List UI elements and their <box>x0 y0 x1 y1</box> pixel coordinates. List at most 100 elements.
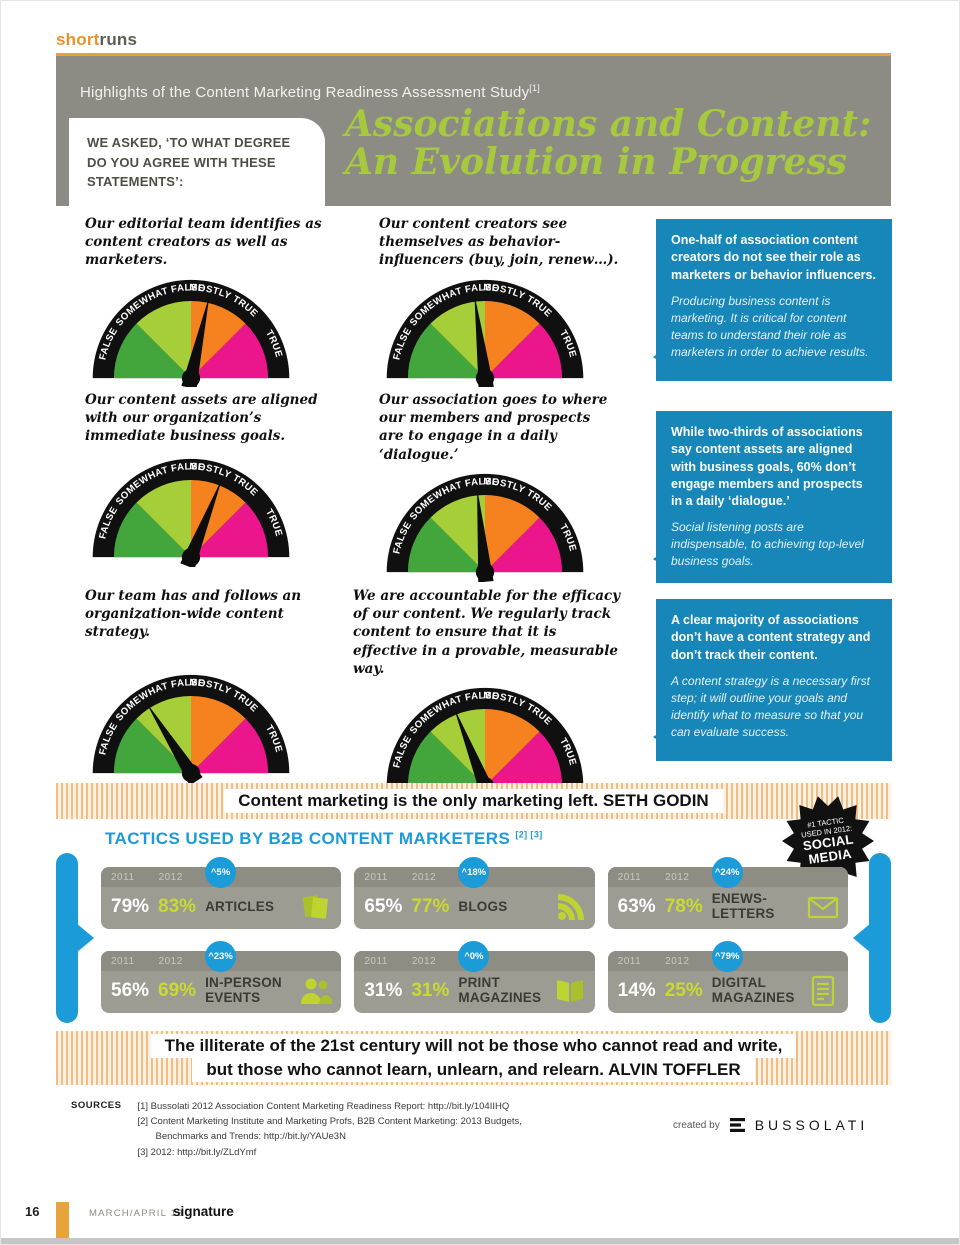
kicker: Highlights of the Content Marketing Read… <box>80 83 540 101</box>
sources-block: SOURCES [1] Bussolati 2012 Association C… <box>71 1099 522 1160</box>
callout-2: While two-thirds of associations say con… <box>653 411 892 584</box>
tactic-stat-card-2: 2011 2012 65% 77% BLOGS ^18% <box>354 857 595 929</box>
change-badge: ^24% <box>711 857 743 888</box>
value-2012: 78% <box>664 896 703 917</box>
tactic-label: ARTICLES <box>205 898 275 914</box>
gauge-needle <box>180 478 223 567</box>
value-2011: 31% <box>364 980 403 1001</box>
page-title-line2: An Evolution in Progress <box>345 141 847 184</box>
created-by-label: created by <box>673 1119 720 1131</box>
masthead-short: short <box>56 30 100 49</box>
people-icon <box>299 974 333 1008</box>
source-line-1: [1] Bussolati 2012 Association Content M… <box>137 1101 510 1112</box>
year-2011-label: 2011 <box>111 955 135 967</box>
gauge-statement: Our content assets are aligned with our … <box>85 392 318 445</box>
tactic-label: IN-PERSON EVENTS <box>205 975 282 1005</box>
kicker-text: Highlights of the Content Marketing Read… <box>80 84 530 101</box>
quote-1-attribution: SETH GODIN <box>602 790 709 810</box>
question-box: WE ASKED, ‘TO WHAT DEGREE DO YOU AGREE W… <box>69 118 325 206</box>
gauge-statement: Our content creators see themselves as b… <box>379 216 619 269</box>
callout-2-body: Social listening posts are indispensable… <box>671 520 864 569</box>
stat-body: 31% 31% PRINT MAGAZINES <box>354 971 594 1008</box>
sources-label: SOURCES <box>71 1100 122 1111</box>
value-2011: 14% <box>617 980 656 1001</box>
gauge-needle <box>474 293 494 388</box>
year-2011-label: 2011 <box>364 955 388 967</box>
tactic-label: DIGITAL MAGAZINES <box>711 975 795 1005</box>
left-bracket <box>56 853 94 1023</box>
right-bracket <box>853 853 891 1023</box>
year-2012-label: 2012 <box>411 871 437 883</box>
callout-2-headline: While two-thirds of associations say con… <box>671 425 863 508</box>
gauge-block-6: We are accountable for the efficacy of o… <box>353 587 625 796</box>
gauge-statement: We are accountable for the efficacy of o… <box>353 588 621 677</box>
tactic-label: PRINT MAGAZINES <box>458 975 542 1005</box>
page-number: 16 <box>25 1204 40 1219</box>
callout-3-body: A content strategy is a necessary first … <box>671 673 870 739</box>
top-tactic-starburst: #1 TACTIC USED IN 2012: SOCIAL MEDIA <box>780 793 876 889</box>
quote-banner-2: The illiterate of the 21st century will … <box>56 1031 891 1085</box>
year-2012-label: 2012 <box>665 955 690 967</box>
value-2011: 56% <box>111 980 150 1001</box>
source-line-2: [2] Content Marketing Institute and Mark… <box>137 1116 522 1128</box>
quote-2-attribution: ALVIN TOFFLER <box>608 1060 741 1079</box>
tactic-stat-card-5: 2011 2012 31% 31% PRINT MAGAZINES ^0% <box>354 941 595 1013</box>
kicker-footnote-ref: [1] <box>529 83 540 93</box>
value-2012: 69% <box>158 980 197 1001</box>
value-2011: 79% <box>111 896 150 917</box>
value-2012: 25% <box>664 980 703 1001</box>
tactic-stat-card-3: 2011 2012 63% 78% ENEWS- LETTERS ^24% <box>607 857 848 929</box>
change-badge: ^23% <box>205 941 236 972</box>
masthead: shortruns <box>56 30 137 50</box>
document-icon <box>806 974 840 1008</box>
credit-block: created by BUSSOLATI <box>673 1117 868 1133</box>
tactics-heading: TACTICS USED BY B2B CONTENT MARKETERS [2… <box>105 829 543 849</box>
quote-banner-1: Content marketing is the only marketing … <box>56 783 891 819</box>
gauge-block-1: Our editorial team identifies as content… <box>85 215 347 388</box>
pages-icon <box>299 890 333 924</box>
masthead-runs: runs <box>99 30 138 49</box>
callout-1: One-half of association content creators… <box>653 219 892 381</box>
tactic-stat-card-6: 2011 2012 14% 25% DIGITAL MAGAZINES ^79% <box>607 941 848 1013</box>
stat-body: 56% 69% IN-PERSON EVENTS <box>101 971 341 1008</box>
open-book-icon <box>553 974 587 1008</box>
starburst-shape <box>782 796 874 886</box>
change-badge: ^5% <box>205 857 236 888</box>
year-2012-label: 2012 <box>665 871 690 883</box>
year-2011-label: 2011 <box>111 871 135 883</box>
quote-1: Content marketing is the only marketing … <box>224 788 723 814</box>
tactics-stats-grid: 2011 2012 79% 83% ARTICLES ^5% 2011 2012 65% 77% B… <box>101 857 848 1013</box>
footer-issue: MARCH/APRIL 13 <box>89 1208 184 1219</box>
quote-2-line1: The illiterate of the 21st century will … <box>150 1033 797 1058</box>
gauge-block-2: Our content creators see themselves as b… <box>379 215 627 388</box>
page-bottom-edge <box>1 1238 959 1244</box>
tactic-stat-card-1: 2011 2012 79% 83% ARTICLES ^5% <box>101 857 342 929</box>
year-2012-label: 2012 <box>158 955 183 967</box>
gauge-statement: Our team has and follows an organization… <box>85 588 302 641</box>
source-line-4: [3] 2012: http://bit.ly/ZLdYmf <box>137 1146 257 1158</box>
stat-body: 65% 77% BLOGS <box>354 887 594 924</box>
envelope-icon <box>806 890 840 924</box>
tactic-label: BLOGS <box>458 898 508 914</box>
sources-lines: [1] Bussolati 2012 Association Content M… <box>137 1099 521 1160</box>
gauge-statement: Our editorial team identifies as content… <box>85 216 322 269</box>
change-badge: ^79% <box>711 941 743 972</box>
value-2012: 77% <box>411 896 450 917</box>
value-2012: 31% <box>411 980 450 1001</box>
footer-magazine-name: signature <box>173 1204 234 1219</box>
bussolati-logo-icon <box>729 1118 745 1132</box>
year-2011-label: 2011 <box>617 871 642 883</box>
top-rule <box>56 53 891 56</box>
quote-2-line2: but those who cannot learn, unlearn, and… <box>192 1058 755 1083</box>
gauge-needle <box>453 707 496 796</box>
stat-body: 63% 78% ENEWS- LETTERS <box>608 887 848 924</box>
callout-1-body: Producing business content is marketing.… <box>671 293 869 359</box>
bussolati-wordmark: BUSSOLATI <box>754 1117 869 1133</box>
tactics-heading-text: TACTICS USED BY B2B CONTENT MARKETERS <box>105 829 511 848</box>
